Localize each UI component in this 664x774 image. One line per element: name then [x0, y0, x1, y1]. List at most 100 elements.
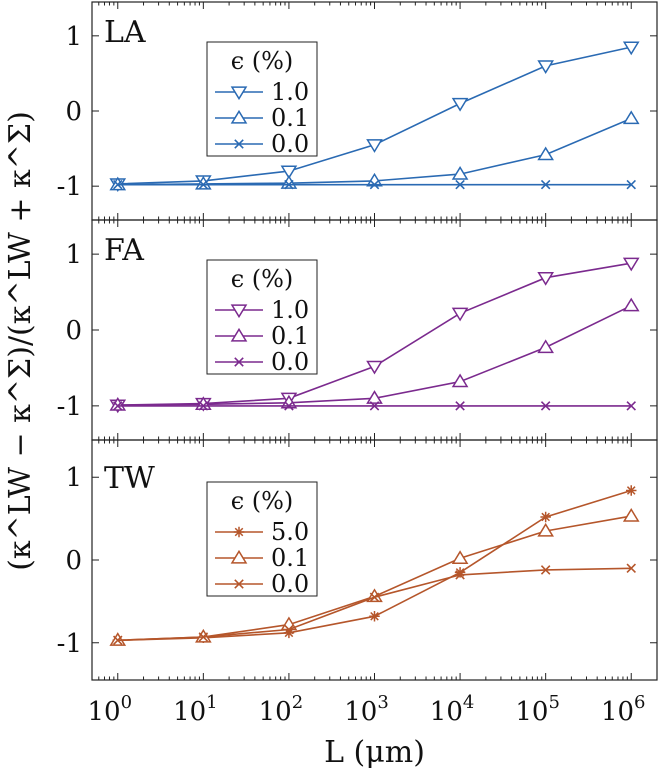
y-tick-label: 1: [65, 240, 82, 270]
data-point: [284, 624, 294, 635]
legend-marker: [230, 86, 248, 101]
data-point: [198, 179, 209, 190]
data-point: [537, 339, 554, 354]
legend-entry: 1.0: [271, 78, 309, 106]
y-tick-label: -1: [57, 172, 82, 202]
data-point: [626, 401, 637, 411]
panel-fa: 1 0 -1 FA ϵ (%) 1.00.10.0: [57, 219, 658, 441]
legend-title: ϵ (%): [231, 487, 294, 515]
data-point: [454, 567, 466, 578]
panel-frame: [91, 439, 658, 681]
legend-entry: 1.0: [271, 296, 309, 324]
data-point: [540, 179, 551, 190]
data-point: [112, 401, 123, 411]
data-point: [366, 390, 383, 404]
legend-entry: 0.0: [271, 570, 309, 598]
data-point: [109, 397, 127, 411]
legend-marker: [230, 327, 248, 342]
data-point: [283, 627, 295, 639]
data-point: [280, 165, 298, 180]
series-line-1.0: [117, 46, 632, 185]
data-point: [537, 60, 554, 74]
legend-marker: [234, 139, 244, 149]
legend-box: [206, 259, 318, 375]
data-point: [198, 632, 209, 642]
y-tick-label: 0: [65, 546, 82, 576]
data-point: [451, 373, 469, 388]
data-point: [625, 485, 637, 496]
legend-marker: [230, 109, 248, 124]
data-point: [284, 179, 294, 190]
legend-entry: 5.0: [271, 518, 309, 546]
series-line-0.1: [117, 515, 632, 642]
legend-box: [206, 481, 318, 597]
panel-la: 1 0 -1 LA ϵ (%) 1.00.10.0: [57, 1, 658, 221]
data-point: [455, 401, 465, 411]
data-point: [112, 635, 123, 646]
x-tick-label: 106: [601, 692, 646, 727]
x-tick-label: 101: [173, 692, 218, 727]
x-tick-label: 105: [515, 692, 560, 727]
data-point: [198, 401, 209, 411]
series-line-0.0: [117, 567, 632, 642]
data-point: [622, 110, 640, 125]
data-point: [622, 41, 640, 56]
data-point: [537, 146, 554, 161]
data-point: [284, 401, 294, 411]
panel-frame: [91, 1, 658, 221]
legend-title: ϵ (%): [231, 47, 294, 75]
data-point: [455, 570, 465, 580]
data-point: [540, 511, 551, 523]
legend-entry: 0.1: [271, 544, 309, 572]
y-tick-label: -1: [57, 629, 82, 659]
data-point: [451, 307, 469, 322]
data-point: [537, 522, 554, 537]
data-point: [366, 360, 383, 375]
data-point: [626, 563, 637, 574]
data-point: [540, 565, 551, 575]
legend-box: [206, 41, 318, 157]
data-point: [112, 179, 123, 190]
data-point: [626, 179, 637, 190]
x-tick-label: 103: [344, 692, 389, 727]
legend-marker: [234, 357, 244, 367]
data-point: [195, 175, 212, 190]
legend-marker: [234, 579, 244, 589]
y-tick-label: 1: [65, 463, 82, 493]
data-point: [451, 166, 469, 180]
y-tick-label: -1: [57, 392, 82, 422]
x-tick-label: 100: [87, 692, 132, 727]
legend-entry: 0.0: [271, 130, 309, 158]
y-tick-label: 0: [65, 97, 82, 127]
data-point: [369, 179, 380, 190]
data-point: [622, 257, 640, 272]
legend-marker: [233, 526, 245, 538]
legend-entry: 0.1: [271, 322, 309, 350]
panel-label: LA: [104, 15, 146, 50]
data-point: [366, 172, 383, 187]
data-point: [451, 97, 469, 112]
legend-entry: 0.0: [271, 348, 309, 376]
panel-label: FA: [104, 233, 144, 268]
x-tick-label: 104: [430, 692, 475, 727]
data-point: [366, 139, 383, 153]
x-tick-label: 102: [259, 692, 304, 727]
legend-entry: 0.1: [271, 104, 309, 132]
data-point: [622, 297, 640, 312]
legend-marker: [230, 549, 248, 564]
data-point: [455, 179, 465, 190]
y-axis-title: (κ^LW − κ^Σ)/(κ^LW + κ^Σ): [3, 111, 38, 571]
data-point: [369, 611, 380, 622]
data-point: [537, 272, 554, 286]
data-point: [369, 401, 380, 411]
panel-tw: 1 0 -1 TW ϵ (%) 5.00.10.0: [57, 439, 658, 681]
y-tick-label: 0: [65, 316, 82, 346]
x-axis-title: L (μm): [324, 735, 425, 770]
legend-title: ϵ (%): [231, 265, 294, 293]
data-point: [451, 550, 469, 564]
legend-marker: [230, 304, 248, 319]
series-line-1.0: [117, 262, 632, 406]
data-point: [540, 401, 551, 411]
panel-label: TW: [104, 461, 155, 496]
